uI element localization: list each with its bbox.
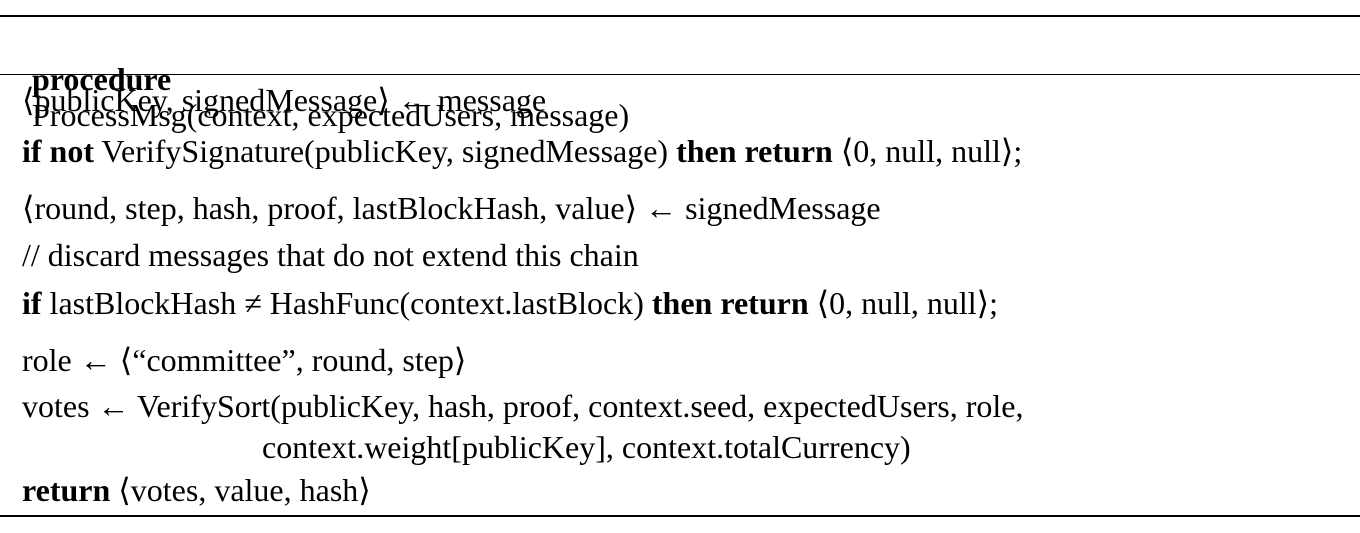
code-text: // discard messages that do not extend t… [22,237,639,273]
code-line-8: context.weight[publicKey], context.total… [262,429,911,465]
code-line-7: votes ← VerifySort(publicKey, hash, proo… [22,388,1024,424]
header-rule [0,74,1360,75]
code-text: ⟨round, step, hash, proof, lastBlockHash… [22,190,881,226]
code-text: lastBlockHash ≠ HashFunc(context.lastBlo… [41,285,652,321]
procedure-signature: ProcessMsg(context, expectedUsers, messa… [32,97,630,133]
code-line-1: ⟨publicKey, signedMessage⟩ ← message [22,82,546,118]
procedure-keyword: procedure [32,61,172,97]
top-rule [0,15,1360,17]
code-text: VerifySignature(publicKey, signedMessage… [94,133,677,169]
keyword: if not [22,133,94,169]
keyword: then return [676,133,833,169]
keyword: if [22,285,42,321]
code-text: role ← ⟨“committee”, round, step⟩ [22,342,467,378]
procedure-header: procedure ProcessMsg(context, expectedUs… [0,25,629,169]
code-text: votes ← VerifySort(publicKey, hash, proo… [22,388,1024,424]
code-text: ⟨0, null, null⟩; [832,133,1023,169]
bottom-rule [0,515,1360,517]
code-text: context.weight[publicKey], context.total… [262,429,911,465]
code-text: ⟨publicKey, signedMessage⟩ ← message [22,82,547,118]
code-line-9: return ⟨votes, value, hash⟩ [22,472,371,508]
code-line-6: role ← ⟨“committee”, round, step⟩ [22,342,466,378]
code-line-5: if lastBlockHash ≠ HashFunc(context.last… [22,285,998,321]
code-text: ⟨votes, value, hash⟩ [110,472,371,508]
code-line-3: ⟨round, step, hash, proof, lastBlockHash… [22,190,881,226]
code-line-4: // discard messages that do not extend t… [22,237,639,273]
code-line-2: if not VerifySignature(publicKey, signed… [22,133,1022,169]
code-text: ⟨0, null, null⟩; [808,285,999,321]
keyword: return [22,472,111,508]
keyword: then return [651,285,809,321]
